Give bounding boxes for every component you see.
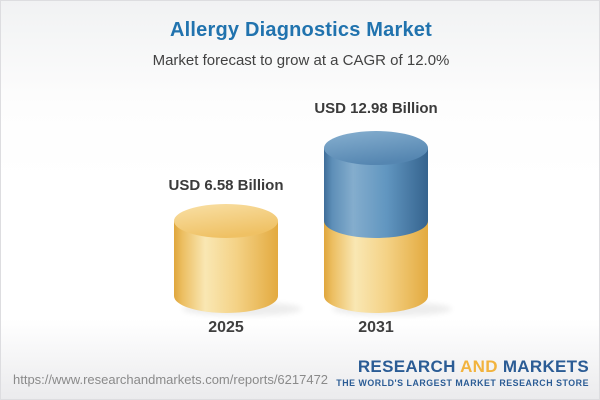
logo-word-and: AND [460,357,498,376]
logo-wordmark: RESEARCH AND MARKETS [336,357,589,377]
research-and-markets-logo: RESEARCH AND MARKETS THE WORLD'S LARGEST… [336,357,589,388]
logo-word-markets: MARKETS [502,357,589,376]
logo-tagline: THE WORLD'S LARGEST MARKET RESEARCH STOR… [336,377,589,388]
bar-2025 [174,203,302,316]
category-label-2031: 2031 [358,319,394,336]
chart-subtitle: Market forecast to grow at a CAGR of 12.… [152,52,450,69]
report-url-link[interactable]: https://www.researchandmarkets.com/repor… [13,372,329,387]
value-label-2025: USD 6.58 Billion [168,177,284,194]
value-label-2031: USD 12.98 Billion [314,100,438,117]
bar-2031 [324,131,452,316]
logo-word-research: RESEARCH [357,357,456,376]
chart-title: Allergy Diagnostics Market [170,19,432,41]
category-label-2025: 2025 [208,319,244,336]
